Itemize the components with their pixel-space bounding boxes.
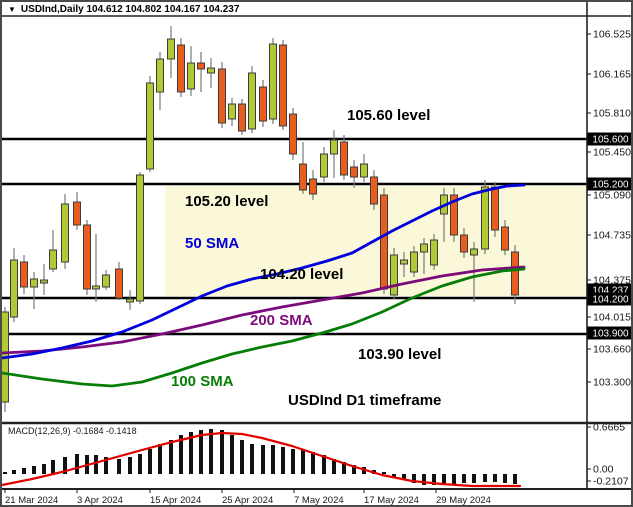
svg-text:17 May 2024: 17 May 2024 xyxy=(364,495,419,506)
svg-text:104.015: 104.015 xyxy=(593,312,631,324)
sma-lines xyxy=(2,183,526,388)
price-axis: 106.525 106.165 105.810 105.450 105.090 104.7… xyxy=(587,29,631,488)
frame-lines xyxy=(2,2,631,490)
annotation-50-sma: 50 SMA xyxy=(185,235,240,252)
svg-text:105.200: 105.200 xyxy=(592,180,629,191)
svg-text:103.300: 103.300 xyxy=(593,377,631,389)
annotation-103-90-level: 103.90 level xyxy=(358,346,442,363)
svg-text:106.525: 106.525 xyxy=(593,29,631,41)
candles-layer xyxy=(2,26,519,412)
svg-text:105.450: 105.450 xyxy=(593,147,631,159)
svg-text:104.735: 104.735 xyxy=(593,230,631,242)
svg-text:25 Apr 2024: 25 Apr 2024 xyxy=(222,495,273,506)
svg-text:-0.2107: -0.2107 xyxy=(593,476,629,488)
svg-text:104.237: 104.237 xyxy=(592,286,629,297)
svg-text:105.090: 105.090 xyxy=(593,190,631,202)
svg-text:21 Mar 2024: 21 Mar 2024 xyxy=(5,495,58,506)
svg-text:0.6665: 0.6665 xyxy=(593,422,625,434)
svg-text:29 May 2024: 29 May 2024 xyxy=(436,495,491,506)
annotation-105-20-level: 105.20 level xyxy=(185,193,269,210)
macd-indicator-label: MACD(12,26,9) -0.1684 -0.1418 xyxy=(8,426,137,436)
annotation-100-sma: 100 SMA xyxy=(171,373,234,390)
svg-text:15 Apr 2024: 15 Apr 2024 xyxy=(150,495,201,506)
svg-text:103.900: 103.900 xyxy=(592,329,629,340)
chart-title: USDInd,Daily 104.612 104.802 104.167 104… xyxy=(20,4,240,15)
annotation-104-20-level: 104.20 level xyxy=(260,266,344,283)
svg-text:7 May 2024: 7 May 2024 xyxy=(294,495,344,506)
svg-text:106.165: 106.165 xyxy=(593,69,631,81)
svg-text:103.660: 103.660 xyxy=(593,344,631,356)
svg-text:104.200: 104.200 xyxy=(592,295,629,306)
svg-text:105.600: 105.600 xyxy=(592,135,629,146)
annotation-105-60-level: 105.60 level xyxy=(347,107,431,124)
svg-text:0.00: 0.00 xyxy=(593,464,614,476)
chart-expand-icon[interactable]: ▼ xyxy=(8,4,16,14)
chart-title-bar: ▼ USDInd,Daily 104.612 104.802 104.167 1… xyxy=(8,3,239,16)
date-axis: 21 Mar 2024 3 Apr 2024 15 Apr 2024 25 Apr 2… xyxy=(4,489,491,506)
svg-text:105.810: 105.810 xyxy=(593,108,631,120)
level-lines xyxy=(2,137,587,336)
svg-text:3 Apr 2024: 3 Apr 2024 xyxy=(77,495,123,506)
annotation-timeframe: USDInd D1 timeframe xyxy=(288,392,442,409)
annotation-200-sma: 200 SMA xyxy=(250,312,313,329)
macd-pane xyxy=(2,429,522,488)
